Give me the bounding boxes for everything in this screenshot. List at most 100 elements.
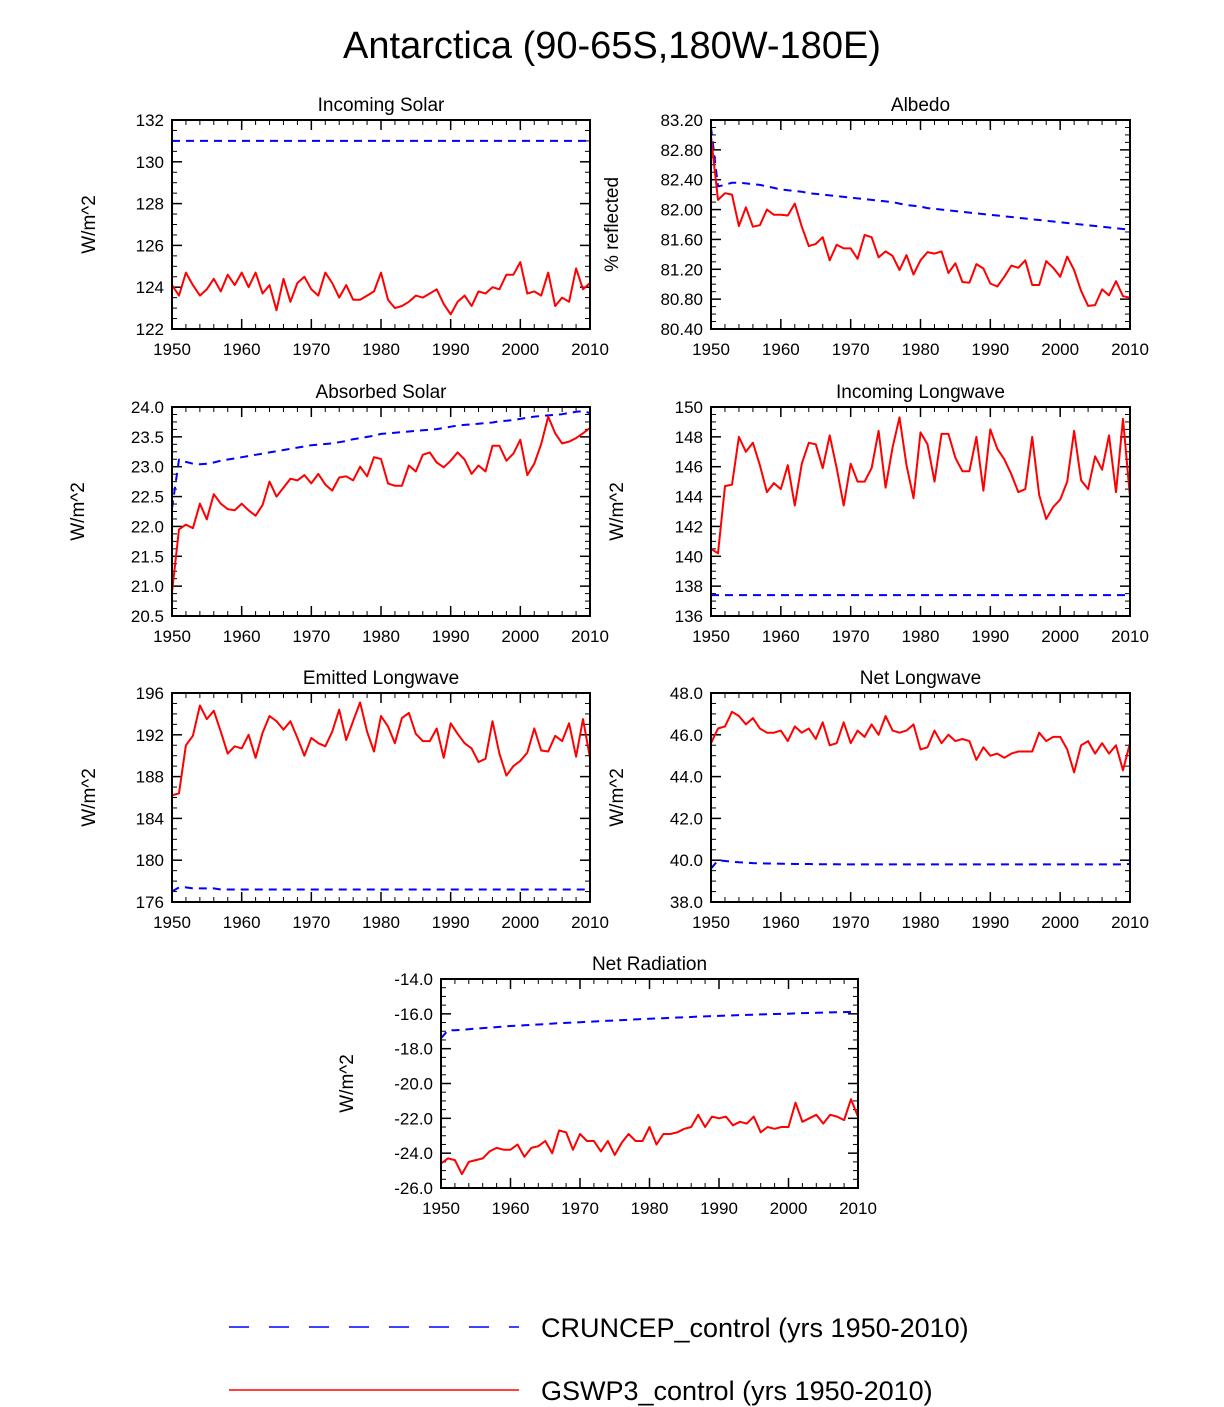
- y-tick-label: 38.0: [670, 893, 703, 912]
- y-tick-label: 83.20: [660, 111, 703, 130]
- x-tick-label: 2010: [1111, 913, 1149, 932]
- legend-label: GSWP3_control (yrs 1950-2010): [541, 1376, 933, 1406]
- x-tick-label: 2000: [1041, 627, 1079, 646]
- plot-frame: [710, 406, 1131, 617]
- y-tick-label: 146: [675, 458, 703, 477]
- series-line-gswp3: [172, 701, 590, 797]
- y-tick-label: 82.80: [660, 141, 703, 160]
- y-tick-label: 148: [675, 428, 703, 447]
- y-tick-label: 20.5: [131, 607, 164, 626]
- y-tick-label: 132: [136, 111, 164, 130]
- x-tick-label: 1960: [492, 1199, 530, 1218]
- plot-frame: [171, 692, 591, 903]
- y-axis-label: W/m^2: [337, 1054, 358, 1113]
- y-tick-label: 21.0: [131, 577, 164, 596]
- x-tick-label: 2000: [501, 913, 539, 932]
- y-tick-label: 126: [136, 236, 164, 255]
- y-axis-label: W/m^2: [607, 768, 628, 827]
- y-axis-label: W/m^2: [68, 482, 89, 541]
- x-tick-label: 1970: [292, 627, 330, 646]
- series-line-gswp3: [711, 136, 1130, 307]
- chart-panel-6: 1950 1960 1970 1980 1990 2000 2010 38.0 40.0 42.0…: [607, 668, 1149, 932]
- series-group: [711, 710, 1130, 870]
- plot-frame: [171, 119, 591, 330]
- x-tick-label: 1950: [153, 627, 191, 646]
- legend: CRUNCEP_control (yrs 1950-2010) GSWP3_con…: [229, 1313, 969, 1406]
- y-tick-label: 184: [136, 809, 164, 828]
- y-tick-label: -14.0: [394, 970, 433, 989]
- series-group: [172, 410, 590, 593]
- y-tick-label: 80.40: [660, 320, 703, 339]
- panel-title: Absorbed Solar: [316, 382, 448, 403]
- x-tick-label: 1990: [700, 1199, 738, 1218]
- x-tick-label: 1990: [971, 627, 1009, 646]
- x-tick-label: 1950: [692, 340, 730, 359]
- series-line-gswp3: [172, 415, 590, 593]
- panel-title: Incoming Longwave: [836, 382, 1005, 403]
- x-tick-label: 1950: [153, 340, 191, 359]
- y-tick-label: 46.0: [670, 726, 703, 745]
- x-tick-label: 1990: [432, 627, 470, 646]
- y-tick-label: 150: [675, 398, 703, 417]
- x-tick-label: 1950: [692, 627, 730, 646]
- y-axis-label: W/m^2: [79, 195, 100, 254]
- y-tick-label: -18.0: [394, 1040, 433, 1059]
- y-tick-label: 82.40: [660, 171, 703, 190]
- y-tick-label: 176: [136, 893, 164, 912]
- x-tick-label: 2010: [1111, 627, 1149, 646]
- x-tick-label: 1950: [153, 913, 191, 932]
- y-tick-label: 82.00: [660, 201, 703, 220]
- plot-frame: [171, 406, 591, 617]
- y-tick-label: 42.0: [670, 809, 703, 828]
- y-tick-label: 140: [675, 547, 703, 566]
- y-tick-label: 44.0: [670, 768, 703, 787]
- y-tick-label: 23.0: [131, 458, 164, 477]
- x-tick-label: 1950: [422, 1199, 460, 1218]
- series-line-cruncep: [711, 859, 1130, 870]
- y-tick-label: -20.0: [394, 1075, 433, 1094]
- x-tick-label: 2000: [501, 340, 539, 359]
- series-group: [172, 139, 590, 316]
- chart-panel-2: 1950 1960 1970 1980 1990 2000 2010 80.40 80.80 81…: [602, 95, 1149, 359]
- x-tick-label: 1960: [223, 913, 261, 932]
- x-tick-label: 1960: [223, 627, 261, 646]
- y-tick-label: 192: [136, 726, 164, 745]
- series-group: [441, 1010, 858, 1176]
- y-tick-label: -16.0: [394, 1005, 433, 1024]
- x-tick-label: 1970: [292, 913, 330, 932]
- y-tick-label: 81.20: [660, 260, 703, 279]
- y-tick-label: 122: [136, 320, 164, 339]
- panel-title: Emitted Longwave: [303, 668, 459, 689]
- plot-frame: [440, 978, 859, 1189]
- series-line-cruncep: [441, 1010, 858, 1039]
- x-tick-label: 1970: [832, 340, 870, 359]
- x-tick-label: 2010: [839, 1199, 877, 1218]
- x-tick-label: 2010: [571, 340, 609, 359]
- x-tick-label: 1960: [762, 913, 800, 932]
- y-tick-label: 22.5: [131, 488, 164, 507]
- chart-panel-7: 1950 1960 1970 1980 1990 2000 2010 -26.0 -24.0 -2…: [337, 954, 877, 1218]
- x-tick-label: 2010: [571, 627, 609, 646]
- y-tick-label: -26.0: [394, 1179, 433, 1198]
- series-group: [711, 416, 1130, 597]
- x-tick-label: 1960: [223, 340, 261, 359]
- y-tick-label: -24.0: [394, 1144, 433, 1163]
- plot-frame: [710, 692, 1131, 903]
- legend-label: CRUNCEP_control (yrs 1950-2010): [541, 1313, 969, 1343]
- x-tick-label: 2000: [501, 627, 539, 646]
- y-axis-label: % reflected: [602, 177, 623, 272]
- y-tick-label: 48.0: [670, 684, 703, 703]
- series-line-gswp3: [441, 1098, 858, 1176]
- x-tick-label: 1990: [971, 340, 1009, 359]
- x-tick-label: 1970: [832, 913, 870, 932]
- y-tick-label: 188: [136, 768, 164, 787]
- y-tick-label: 24.0: [131, 398, 164, 417]
- y-axis-label: W/m^2: [607, 482, 628, 541]
- x-tick-label: 1980: [902, 340, 940, 359]
- x-tick-label: 1990: [432, 340, 470, 359]
- series-line-gswp3: [172, 261, 590, 316]
- y-tick-label: 124: [136, 278, 164, 297]
- chart-panel-4: 1950 1960 1970 1980 1990 2000 2010 136 138 140 142…: [607, 382, 1149, 646]
- panel-title: Albedo: [891, 95, 950, 116]
